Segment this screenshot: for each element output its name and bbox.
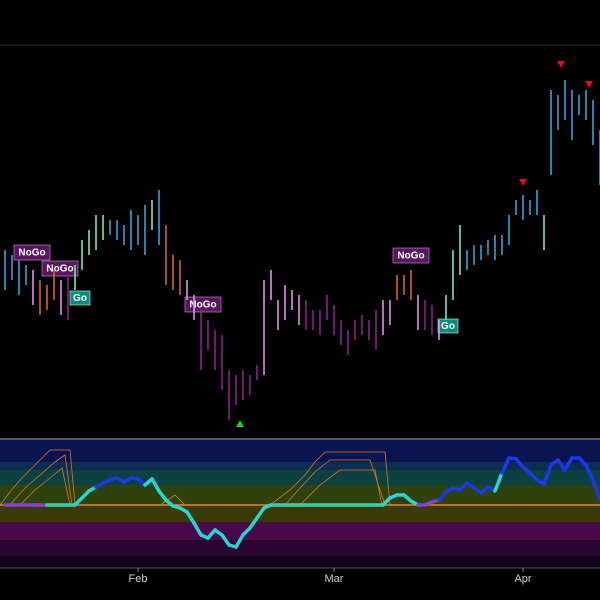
oscillator-segment: [234, 533, 245, 549]
oscillator-segment: [493, 471, 504, 493]
annotation-box: [392, 247, 430, 264]
oscillator-segment: [437, 490, 448, 502]
oscillator-segment: [591, 478, 600, 502]
buy-marker: [236, 420, 244, 427]
band: [0, 470, 600, 485]
oscillator-segment: [192, 521, 203, 537]
sell-marker: [519, 179, 527, 186]
ladder: [0, 449, 391, 506]
annotation: NoGo: [18, 248, 45, 259]
x-tick-label: Feb: [129, 573, 148, 585]
band: [0, 556, 600, 568]
band: [0, 440, 600, 462]
annotation: NoGo: [46, 264, 73, 275]
annotation-box: [41, 260, 79, 277]
oscillator-segment: [220, 533, 231, 547]
oscillator-segment: [584, 463, 595, 482]
sell-marker: [585, 81, 593, 88]
oscillator-segment: [185, 510, 196, 525]
oscillator-segment: [248, 516, 259, 530]
oscillator-segment: [206, 528, 217, 540]
annotation-box: [69, 290, 91, 306]
band: [0, 522, 600, 540]
band: [0, 462, 600, 470]
annotation-box: [437, 318, 459, 334]
oscillator-segment: [157, 489, 168, 502]
annotation: Go: [441, 321, 455, 332]
x-tick-label: Apr: [514, 573, 531, 585]
oscillator-segment: [514, 457, 525, 469]
oscillator-segment: [150, 477, 161, 493]
band: [0, 540, 600, 556]
oscillator-segment: [542, 463, 553, 486]
oscillator-segment: [500, 456, 511, 475]
sell-marker: [557, 61, 565, 68]
oscillator-segment: [255, 506, 266, 520]
annotation: NoGo: [397, 251, 424, 262]
annotation: NoGo: [189, 300, 216, 311]
oscillator-segment: [556, 458, 567, 472]
band: [0, 505, 600, 522]
oscillator-segment: [563, 456, 574, 472]
annotation: Go: [73, 293, 87, 304]
annotation-box: [13, 244, 51, 261]
x-tick-label: Mar: [325, 573, 344, 585]
